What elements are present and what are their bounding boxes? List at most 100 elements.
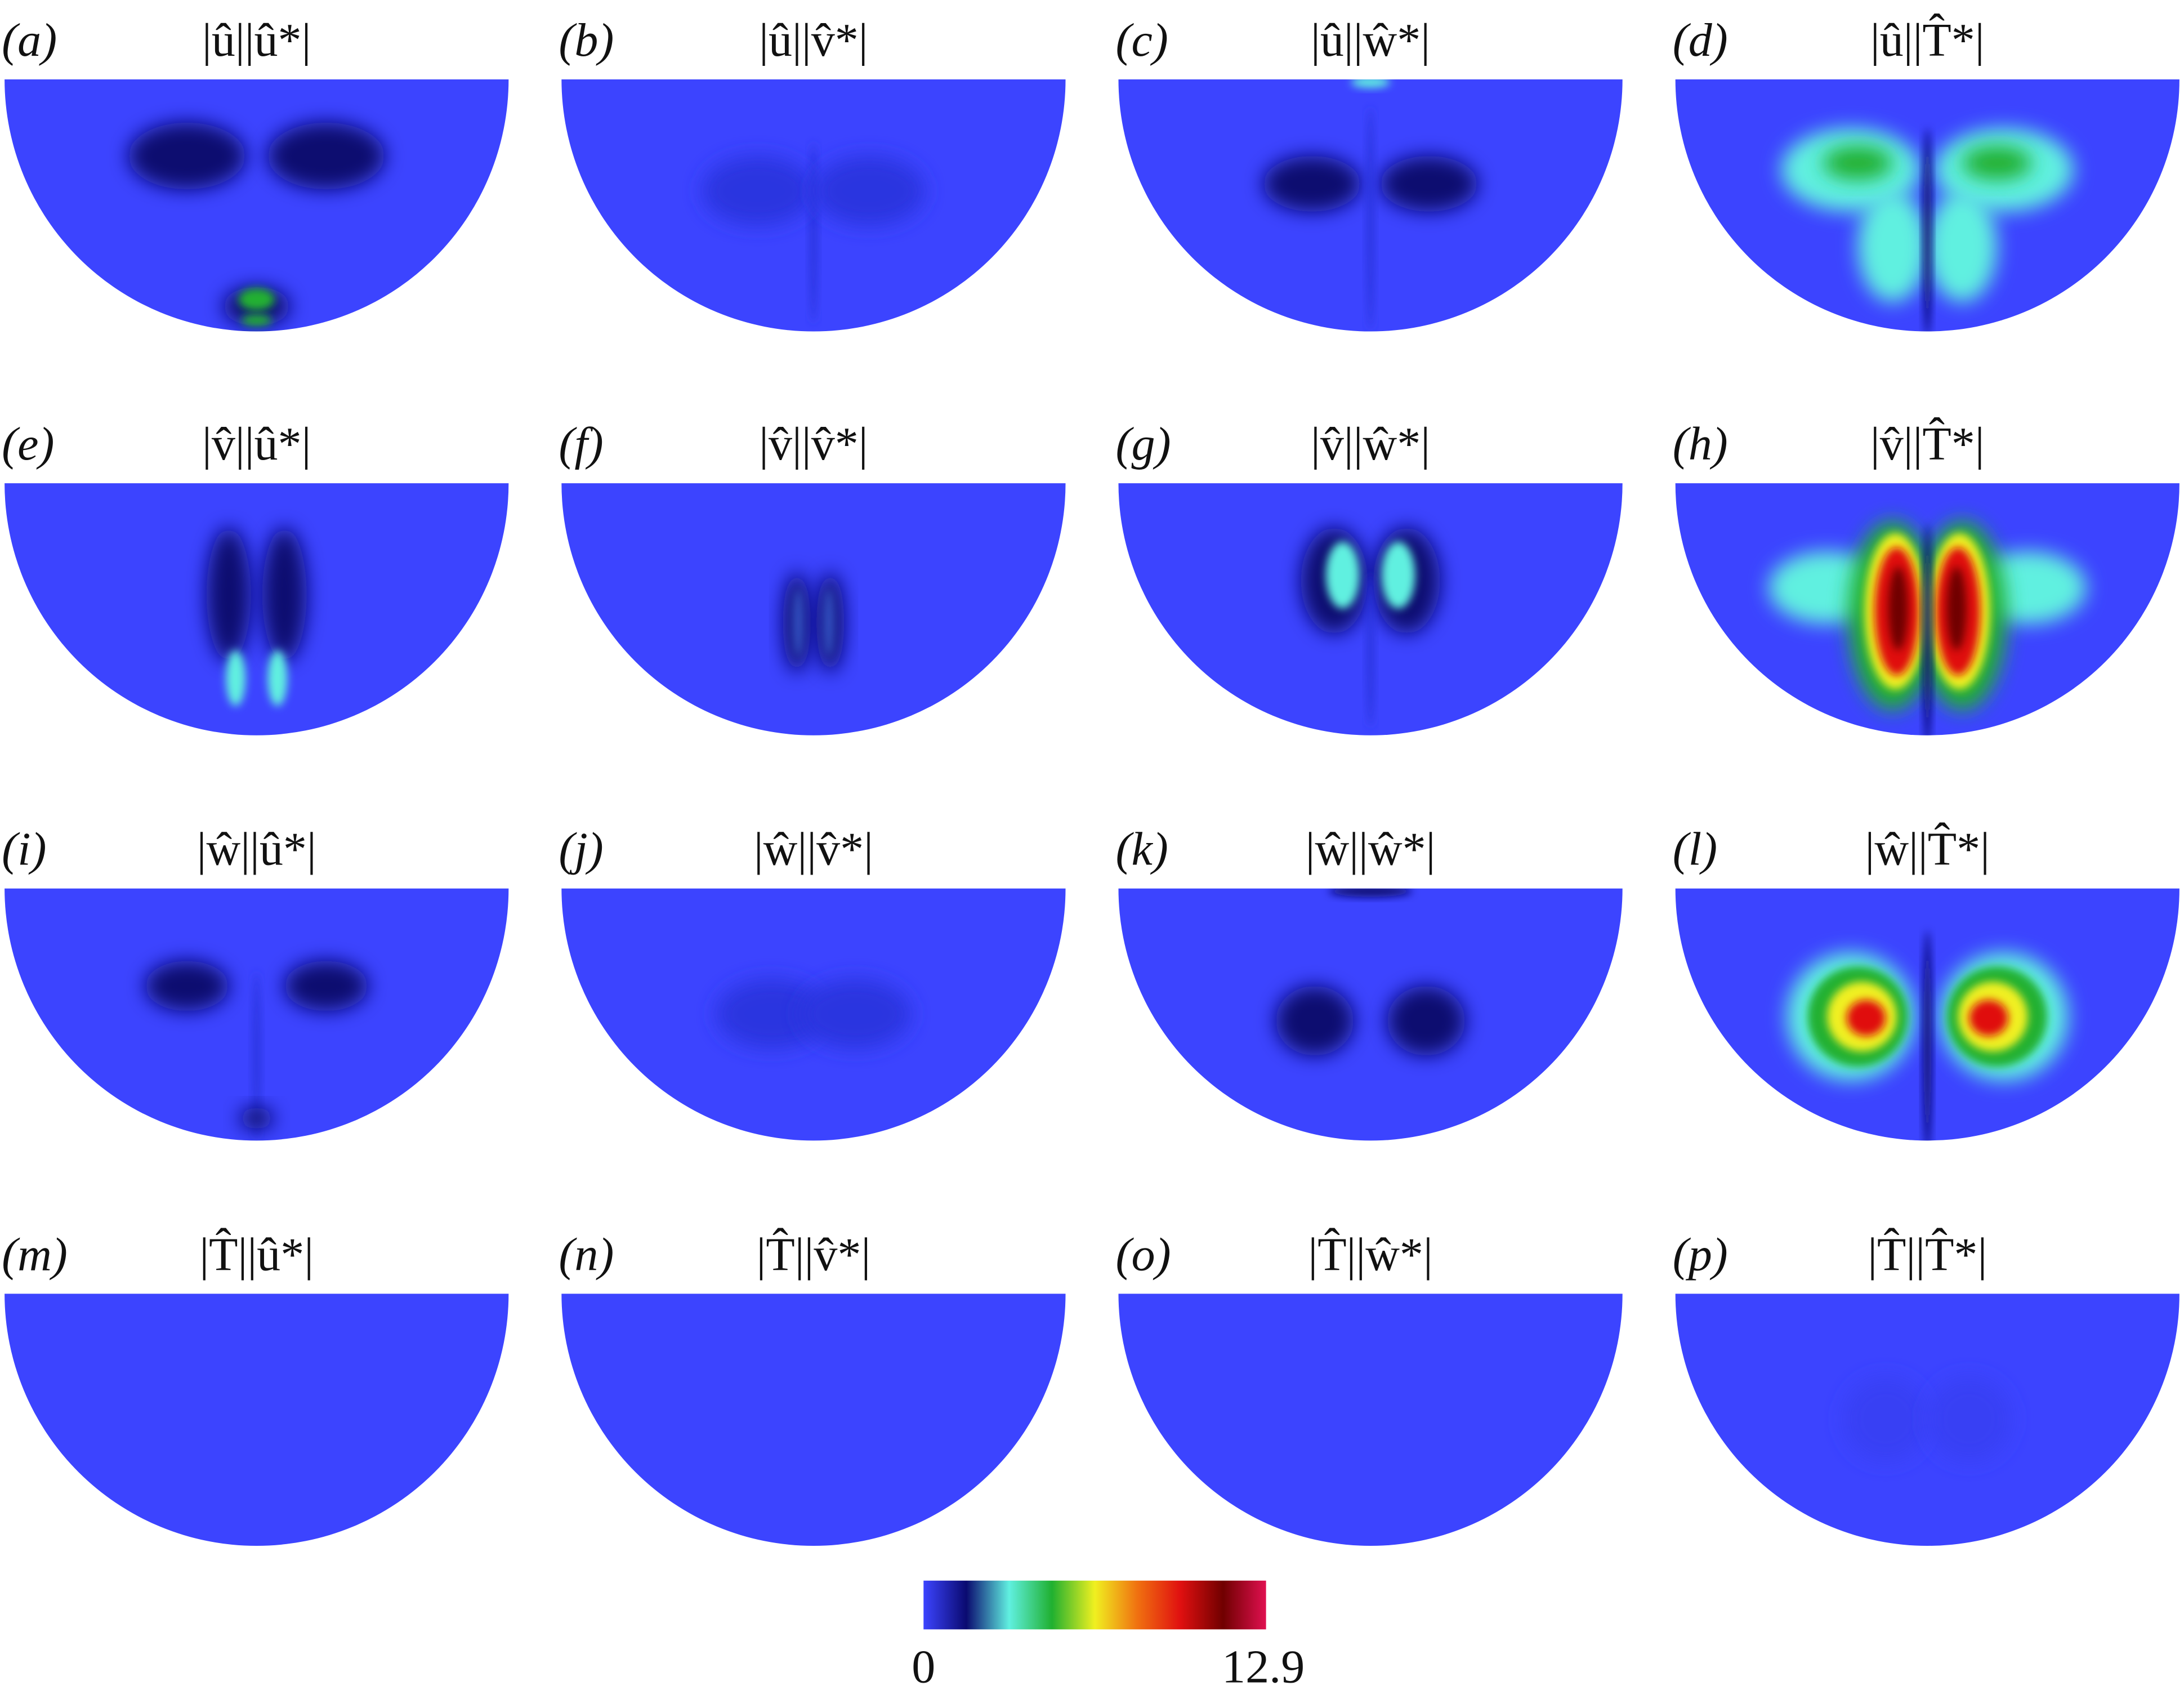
colorbar (923, 1580, 1266, 1630)
panel-title: |T̂||û*| (199, 1228, 314, 1281)
panel-label: (a) (2, 14, 57, 66)
panel-title: |û||T̂*| (1870, 13, 1985, 66)
contour-blob (1263, 155, 1361, 212)
panel-label: (k) (1116, 823, 1168, 876)
contour-blob (128, 122, 245, 190)
panel-title: |ŵ||T̂*| (1865, 822, 1990, 876)
field-background (1118, 888, 1623, 1141)
contour-blob (809, 142, 818, 323)
contour-blob (702, 155, 814, 226)
field (128, 122, 385, 326)
contour-blob (284, 961, 368, 1011)
field (1843, 1377, 2011, 1461)
panel-title: |û||û*| (202, 14, 311, 66)
panel-label: (m) (2, 1228, 68, 1281)
panel: (e) |v̂||û*| (2, 418, 509, 735)
panel-title: |v̂||û*| (202, 418, 311, 470)
field-background (561, 1294, 1066, 1546)
panel-label: (l) (1673, 823, 1717, 876)
panel-label: (b) (559, 14, 614, 66)
contour-blob (1888, 567, 1908, 650)
panel: (g) |v̂||ŵ*| (1116, 418, 1623, 735)
panel: (l) |ŵ||T̂*| (1673, 822, 2179, 1141)
contour-blob (1366, 107, 1375, 331)
contour-blob (1923, 930, 1932, 1141)
contour-blob (1857, 190, 1928, 302)
panel: (a) |û||û*| (2, 14, 509, 332)
contour-blob (1380, 155, 1478, 212)
contour-blob (1962, 146, 2032, 180)
panel-label: (d) (1673, 14, 1728, 66)
field (1301, 528, 1440, 727)
contour-blob (240, 1107, 274, 1130)
contour-blob (267, 122, 385, 190)
panel: (p) |T̂||T̂*| (1673, 1228, 2179, 1546)
contour-blob (267, 650, 288, 706)
contour-blob (252, 972, 261, 1139)
panel-title: |ŵ||û*| (197, 823, 316, 876)
panel-title: |û||v̂*| (759, 14, 868, 66)
field-background (5, 483, 509, 735)
contour-blob (1843, 1377, 1928, 1461)
contour-blob (716, 979, 828, 1049)
panel-label: (i) (2, 823, 46, 876)
contour-blob (1927, 1377, 2011, 1461)
field-background (5, 79, 509, 332)
panel-label: (f) (559, 418, 603, 470)
contour-blob (1823, 146, 1893, 180)
contour-blob (1275, 985, 1354, 1056)
panel-label: (e) (2, 418, 54, 470)
contour-blob (1969, 1000, 2008, 1036)
field (1275, 888, 1466, 1056)
colorbar-min: 0 (912, 1640, 935, 1693)
panel-title: |T̂||ŵ*| (1308, 1228, 1432, 1281)
field (1768, 520, 2087, 735)
panel: (k) |ŵ||ŵ*| (1116, 823, 1623, 1141)
panel-title: |ŵ||v̂*| (754, 823, 873, 876)
colorbar-max: 12.9 (1222, 1640, 1305, 1693)
panel: (c) |û||ŵ*| (1116, 14, 1623, 332)
field (1781, 128, 2074, 332)
contour-blob (1846, 1000, 1886, 1036)
field-background (5, 1294, 509, 1546)
contour-blob (1946, 567, 1967, 650)
panel-label: (c) (1116, 14, 1168, 66)
contour-blob (241, 314, 272, 326)
field (1263, 79, 1478, 331)
contour-blob (262, 528, 307, 662)
panel: (b) |û||v̂*| (559, 14, 1066, 332)
panel: (n) |T̂||v̂*| (559, 1228, 1066, 1546)
panel-title: |T̂||v̂*| (757, 1228, 871, 1281)
contour-blob (1387, 985, 1466, 1056)
contour-blob (1366, 573, 1375, 727)
panel-title: |ŵ||ŵ*| (1306, 823, 1436, 876)
panel: (d) |û||T̂*| (1673, 13, 2179, 332)
contour-blob (823, 589, 835, 656)
panel-label: (p) (1673, 1228, 1728, 1281)
panel: (o) |T̂||ŵ*| (1116, 1228, 1623, 1546)
field (145, 961, 368, 1139)
panel-title: |T̂||T̂*| (1868, 1228, 1987, 1281)
contour-blob (792, 589, 804, 656)
field (783, 572, 845, 673)
contour-blob (238, 288, 275, 311)
panel-label: (j) (559, 823, 603, 876)
field (1786, 930, 2069, 1141)
field-background (1118, 1294, 1623, 1546)
field (206, 528, 307, 706)
panel: (m) |T̂||û*| (2, 1228, 509, 1546)
panel-label: (n) (559, 1228, 614, 1281)
contour-blob (1351, 79, 1390, 88)
contour-blob (1381, 541, 1415, 609)
contour-blob (800, 979, 912, 1049)
panel: (i) |ŵ||û*| (2, 823, 509, 1141)
contour-blob (226, 650, 245, 706)
contour-blob (206, 528, 251, 662)
field (702, 142, 925, 323)
panel-title: |v̂||ŵ*| (1311, 418, 1430, 470)
panel-label: (h) (1673, 418, 1728, 470)
panel: (f) |v̂||v̂*| (559, 418, 1066, 735)
panel-title: |v̂||v̂*| (759, 418, 868, 470)
field-background (561, 483, 1066, 735)
